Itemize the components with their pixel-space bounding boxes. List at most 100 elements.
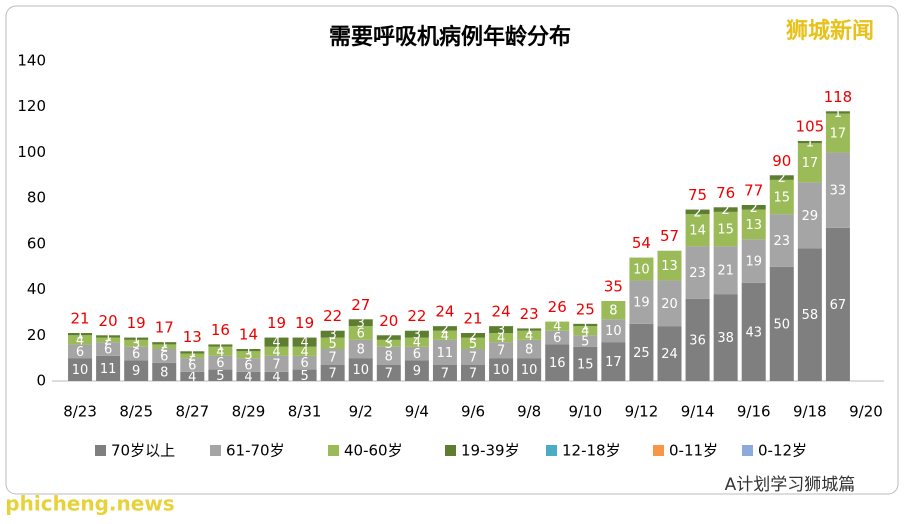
total-label: 20 [379, 312, 398, 330]
legend-label: 19-39岁 [461, 442, 520, 460]
bar-segment [432, 326, 457, 331]
legend-label: 0-11岁 [669, 442, 718, 460]
segment-label: 67 [830, 298, 847, 313]
segment-label: 1 [834, 106, 842, 121]
bar-segment [657, 250, 682, 281]
segment-label: 7 [497, 344, 505, 359]
segment-label: 17 [605, 355, 622, 370]
segment-label: 10 [352, 363, 369, 378]
bar-segment [741, 209, 766, 240]
bar-segment [68, 333, 93, 336]
segment-label: 3 [329, 328, 337, 343]
bar-segment [713, 207, 738, 212]
segment-label: 6 [300, 356, 308, 371]
segment-label: 15 [717, 223, 734, 238]
segment-label: 1 [160, 337, 168, 352]
segment-label: 10 [605, 324, 622, 339]
watermark: phicheng.news [5, 492, 174, 516]
segment-label: 6 [132, 347, 140, 362]
segment-label: 58 [802, 308, 819, 323]
segment-label: 8 [357, 343, 365, 358]
bar-segment [713, 294, 738, 381]
segment-label: 4 [244, 370, 252, 385]
segment-label: 6 [357, 327, 365, 342]
segment-label: 4 [272, 345, 280, 360]
y-tick-label: 140 [17, 52, 46, 70]
segment-label: 8 [609, 304, 617, 319]
bar-segment [573, 326, 598, 336]
segment-label: 1 [525, 323, 533, 338]
bar-segment [601, 319, 626, 343]
bar-segment [825, 111, 850, 114]
segment-label: 4 [272, 370, 280, 385]
segment-label: 36 [689, 333, 706, 348]
watermark: A计划学习狮城篇 [725, 475, 856, 495]
legend-swatch [742, 445, 753, 456]
segment-label: 10 [521, 363, 538, 378]
chart-title: 需要呼吸机病例年龄分布 [329, 24, 571, 50]
bar-segment [124, 346, 149, 361]
segment-label: 2 [693, 205, 701, 220]
segment-label: 11 [100, 362, 117, 377]
bar-segment [264, 371, 289, 381]
total-label: 22 [407, 307, 426, 325]
segment-label: 1 [104, 330, 112, 345]
segment-label: 4 [581, 324, 589, 339]
bar-segment [348, 339, 373, 359]
segment-label: 11 [437, 346, 454, 361]
total-label: 21 [463, 310, 482, 328]
legend-label: 61-70岁 [226, 442, 285, 460]
segment-label: 4 [216, 345, 224, 360]
total-label: 16 [211, 321, 230, 339]
bar-segment [264, 337, 289, 347]
total-label: 24 [435, 303, 454, 321]
bar-segment [825, 227, 850, 381]
legend-label: 40-60岁 [344, 442, 403, 460]
bar-segment [292, 355, 317, 370]
bar-segment [208, 355, 233, 370]
segment-label: 14 [689, 224, 706, 239]
bar-segment [152, 344, 177, 349]
segment-label: 7 [469, 351, 477, 366]
segment-label: 3 [385, 337, 393, 352]
segment-label: 13 [745, 218, 762, 233]
segment-label: 13 [661, 259, 678, 274]
bar-segment [461, 349, 486, 365]
bar-segment [601, 342, 626, 381]
x-tick-label: 9/18 [793, 403, 827, 421]
segment-label: 4 [553, 320, 561, 335]
legend-swatch [445, 445, 456, 456]
segment-label: 6 [553, 331, 561, 346]
segment-label: 4 [272, 336, 280, 351]
bar-segment [489, 326, 514, 333]
bar-segment [432, 365, 457, 381]
segment-label: 5 [581, 335, 589, 350]
segment-label: 3 [413, 328, 421, 343]
bar-segment [180, 353, 205, 359]
legend-swatch [546, 445, 557, 456]
segment-label: 1 [581, 319, 589, 334]
bar-segment [741, 282, 766, 381]
segment-label: 4 [300, 336, 308, 351]
bar-segment [264, 355, 289, 372]
total-label: 54 [632, 234, 651, 252]
bar-segment [797, 182, 822, 249]
bar-segment [461, 333, 486, 338]
bar-segment [96, 355, 121, 381]
bar-segment [376, 335, 401, 340]
x-tick-label: 9/8 [517, 403, 541, 421]
total-label: 75 [688, 186, 707, 204]
bar-segment [797, 248, 822, 381]
bar-segment [320, 330, 345, 338]
bar-segment [685, 246, 710, 299]
bar-segment [236, 351, 261, 359]
bar-segment [657, 326, 682, 381]
segment-label: 2 [104, 333, 112, 348]
segment-label: 10 [493, 363, 510, 378]
bar-segment [236, 349, 261, 352]
bar-segment [601, 301, 626, 320]
bar-segment [769, 214, 794, 267]
legend-label: 12-18岁 [562, 442, 621, 460]
bar-segment [685, 214, 710, 247]
segment-label: 21 [717, 264, 734, 279]
